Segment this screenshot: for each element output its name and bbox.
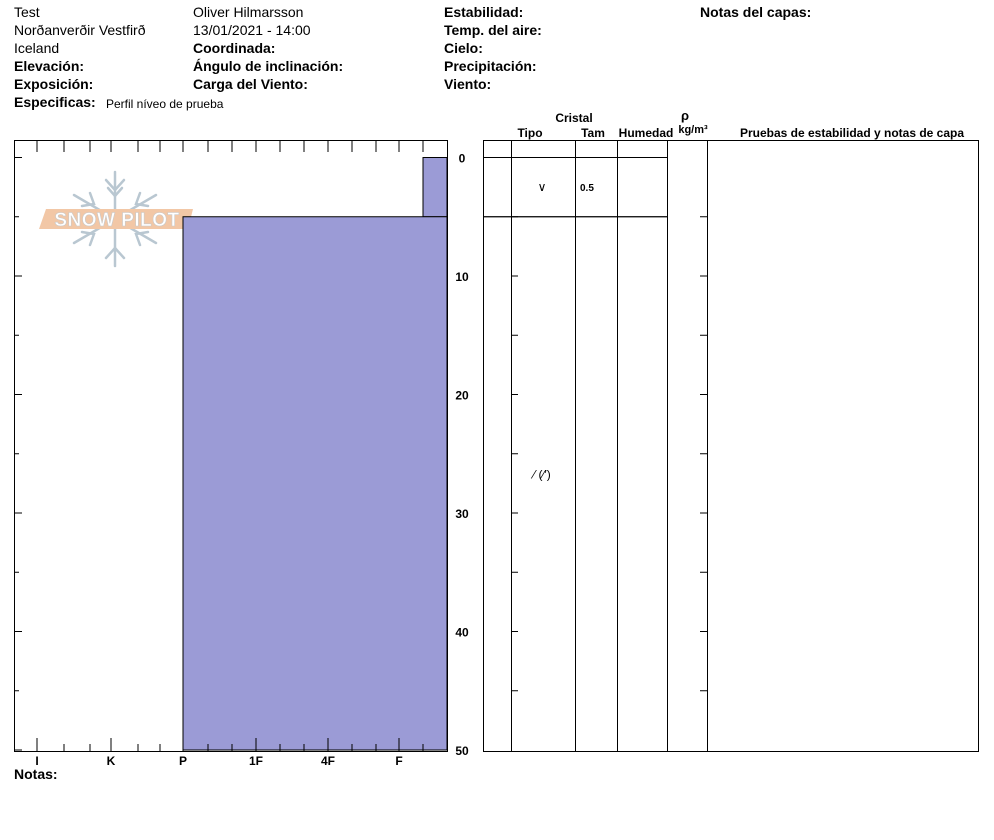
specifics-label: Especificas: bbox=[14, 94, 96, 110]
depth-axis: 0 10 20 30 40 50 bbox=[15, 152, 469, 758]
layer-table-columns bbox=[511, 140, 708, 752]
exposure-label: Exposición: bbox=[14, 76, 94, 92]
slope-angle-label: Ángulo de inclinación: bbox=[193, 58, 344, 74]
header-line-3: Iceland bbox=[14, 40, 60, 56]
notes-label: Notas: bbox=[14, 766, 58, 782]
density-unit-header: kg/m³ bbox=[678, 124, 708, 136]
depth-tick-label: 20 bbox=[455, 389, 469, 403]
precipitation-label: Precipitación: bbox=[444, 58, 537, 74]
crystal-type-2: ⁄ (⁄′) bbox=[530, 467, 551, 481]
observer-name: Oliver Hilmarsson bbox=[193, 4, 304, 20]
hardness-tick-label: F bbox=[395, 754, 402, 768]
hardness-profile bbox=[182, 157, 448, 751]
wind-load-label: Carga del Viento: bbox=[193, 76, 308, 92]
layer-table-frame bbox=[483, 140, 979, 752]
layer-notes-label: Notas del capas: bbox=[700, 4, 812, 20]
logo-text: SNOW PILOT bbox=[54, 210, 179, 231]
tam-header: Tam bbox=[581, 126, 605, 140]
layer-table-depth-ticks bbox=[511, 216, 707, 692]
hardness-tick-label: K bbox=[107, 754, 116, 768]
depth-tick-label: 40 bbox=[455, 626, 469, 640]
crystal-type-1: ∨ bbox=[538, 180, 547, 194]
sky-label: Cielo: bbox=[444, 40, 483, 56]
hardness-tick-label: P bbox=[179, 754, 187, 768]
header-line-1: Test bbox=[14, 4, 40, 20]
hardness-axis: I K P 1F 4F F bbox=[35, 141, 424, 768]
hardness-layer-1 bbox=[422, 157, 448, 218]
wind-label: Viento: bbox=[444, 76, 492, 92]
humedad-header: Humedad bbox=[619, 126, 674, 140]
specifics-value: Perfil níveo de prueba bbox=[106, 97, 224, 111]
tipo-header: Tipo bbox=[517, 126, 542, 140]
crystal-size-1: 0.5 bbox=[580, 183, 594, 194]
depth-tick-label: 50 bbox=[455, 744, 469, 758]
hardness-chart-frame bbox=[14, 140, 448, 752]
depth-tick-label: 30 bbox=[455, 507, 469, 521]
hardness-tick-label: 4F bbox=[321, 754, 335, 768]
hardness-layer-2 bbox=[182, 216, 448, 751]
elevation-label: Elevación: bbox=[14, 58, 85, 74]
hardness-tick-label: I bbox=[35, 754, 38, 768]
air-temp-label: Temp. del aire: bbox=[444, 22, 542, 38]
stability-label: Estabilidad: bbox=[444, 4, 524, 20]
density-rho-header: ρ bbox=[681, 108, 689, 123]
coordinate-label: Coordinada: bbox=[193, 40, 276, 56]
depth-tick-label: 0 bbox=[459, 152, 466, 166]
tests-header: Pruebas de estabilidad y notas de capa bbox=[740, 126, 964, 140]
header-line-2: Norðanverðir Vestfirð bbox=[14, 22, 146, 38]
observation-date: 13/01/2021 - 14:00 bbox=[193, 22, 311, 38]
depth-tick-label: 10 bbox=[455, 270, 469, 284]
cristal-header: Cristal bbox=[555, 111, 592, 125]
logo-banner bbox=[39, 209, 193, 229]
hardness-tick-label: 1F bbox=[249, 754, 263, 768]
